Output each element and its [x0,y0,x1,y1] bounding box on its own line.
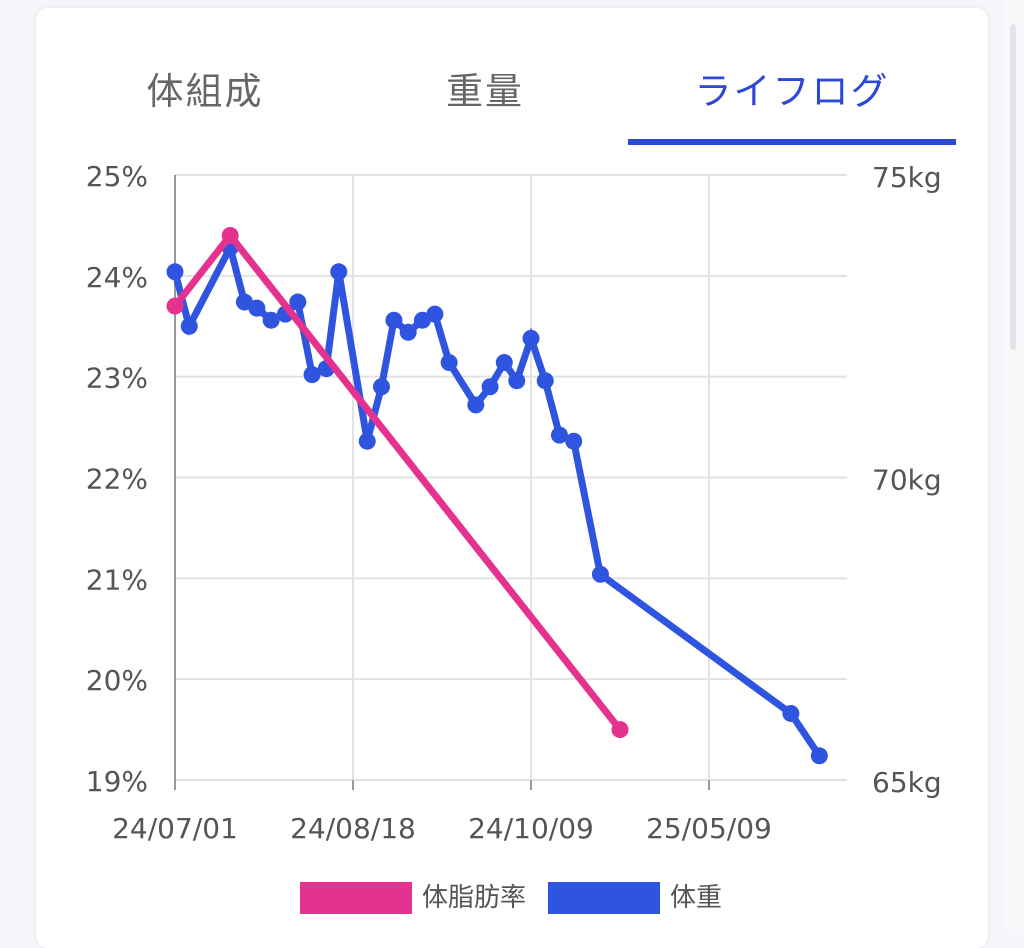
legend-item-weight[interactable]: 体重 [548,880,748,916]
data-point-weight [495,354,513,372]
scrollbar-thumb[interactable] [1010,24,1016,350]
data-point-weight [358,432,376,450]
data-point-weight [248,299,266,317]
data-point-weight [385,311,403,329]
data-point-weight [372,378,390,396]
legend-label-weight: 体重 [670,883,723,913]
data-point-weight [262,311,280,329]
y-tick-label-left: 20% [86,664,148,697]
data-point-weight [180,317,198,335]
data-point-body-fat [221,227,239,244]
data-point-weight [522,329,540,347]
scrollbar-track [1004,0,1024,932]
y-tick-label-left: 23% [86,362,148,395]
x-tick-label: 25/05/09 [646,812,772,845]
data-point-weight [591,565,609,583]
data-point-weight [289,293,307,311]
data-point-weight [565,432,583,450]
y-tick-label-left: 25% [86,160,148,193]
y-tick-label-left: 21% [86,563,148,596]
y-tick-label-right: 75kg [872,161,942,194]
legend-item-body-fat[interactable]: 体脂肪率 [300,880,540,916]
data-point-weight [303,366,321,384]
tab-weight[interactable]: 重量 [446,70,524,113]
legend-label-body-fat: 体脂肪率 [422,883,527,913]
data-point-weight [508,372,526,390]
data-point-weight [536,372,554,390]
data-point-weight [782,704,800,722]
legend-swatch-weight [548,882,660,914]
data-point-weight [399,323,417,341]
data-point-weight [330,263,348,281]
y-tick-label-left: 22% [86,463,148,496]
data-point-weight [440,354,458,372]
legend-swatch-body-fat [300,882,412,914]
x-tick-label: 24/07/01 [112,812,238,845]
x-tick-label: 24/10/09 [468,812,594,845]
data-point-weight [467,396,485,414]
tab-body-composition[interactable]: 体組成 [146,70,264,113]
y-tick-label-left: 24% [86,261,148,294]
y-tick-label-right: 70kg [872,464,942,497]
data-point-weight [810,747,828,765]
data-point-weight [426,305,444,323]
x-tick-label: 24/08/18 [290,812,416,845]
data-point-body-fat [166,297,184,315]
data-point-weight [481,378,499,396]
y-tick-label-left: 19% [86,765,148,798]
tab-lifelog[interactable]: ライフログ [694,70,890,113]
y-tick-label-right: 65kg [872,766,942,799]
data-point-weight [166,263,184,281]
active-tab-indicator [628,139,956,145]
data-point-weight [550,426,568,444]
data-point-body-fat [611,721,629,739]
